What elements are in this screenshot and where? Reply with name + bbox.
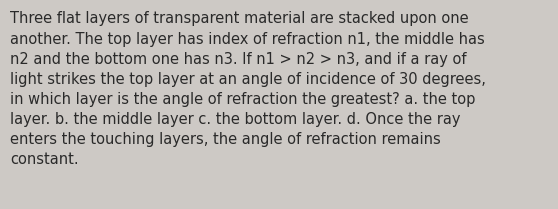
Text: Three flat layers of transparent material are stacked upon one
another. The top : Three flat layers of transparent materia… [10, 11, 486, 167]
